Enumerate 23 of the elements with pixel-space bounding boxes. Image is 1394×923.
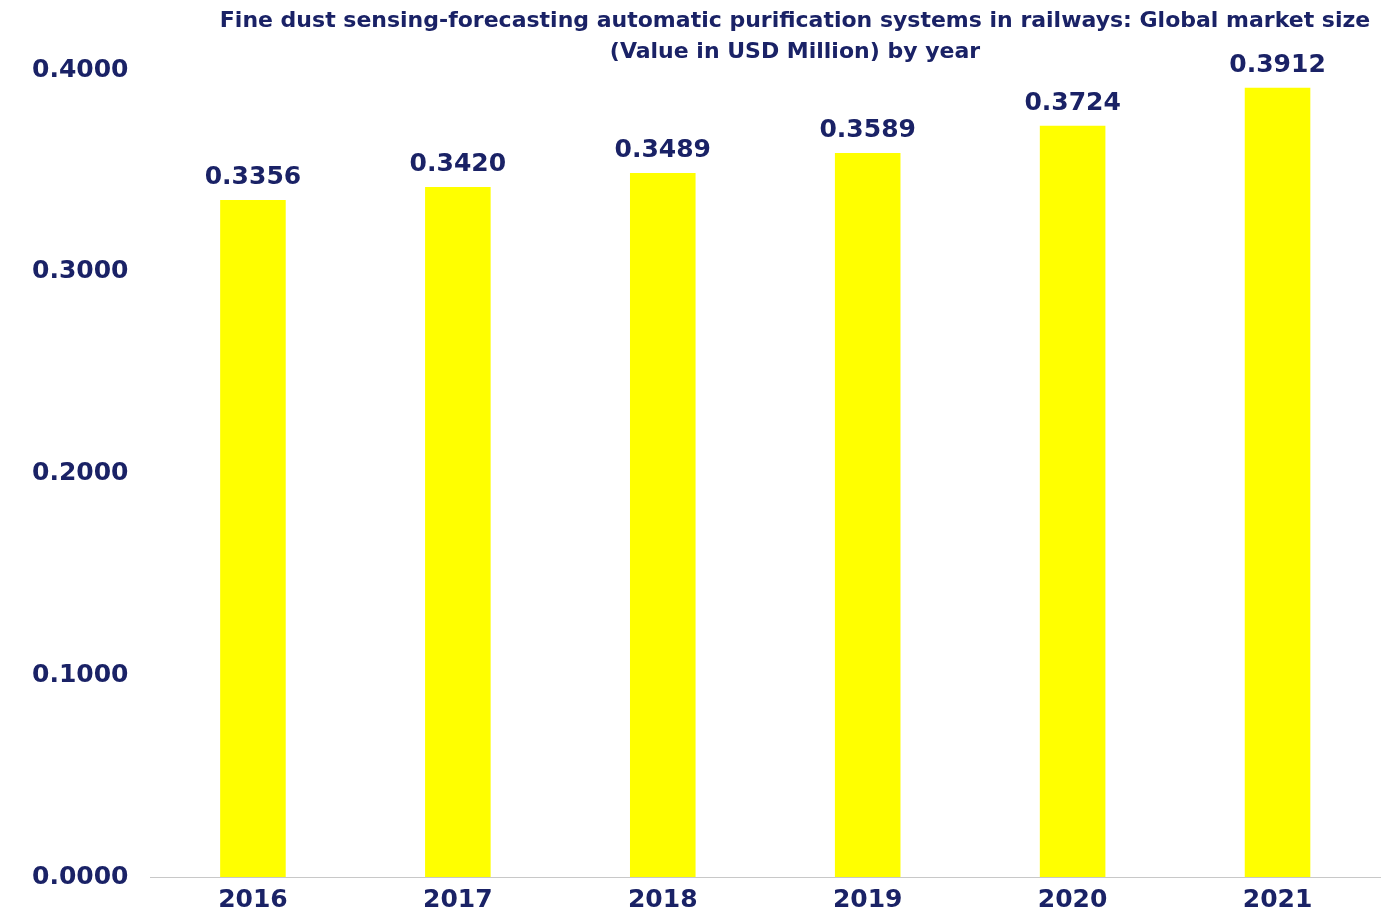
data-label: 0.3724 <box>1024 86 1121 116</box>
y-tick-label: 0.0000 <box>31 860 129 890</box>
x-tick-label: 2021 <box>1242 883 1313 913</box>
bar <box>425 187 491 877</box>
y-tick-label: 0.2000 <box>31 457 129 486</box>
x-tick-label: 2020 <box>1037 883 1108 913</box>
bar <box>629 173 696 877</box>
bar <box>1039 125 1106 877</box>
data-label: 0.3589 <box>819 113 916 143</box>
data-label: 0.3420 <box>409 148 507 178</box>
x-tick-label: 2017 <box>423 883 493 913</box>
bar <box>834 152 901 877</box>
x-tick-label: 2016 <box>218 883 288 913</box>
y-tick-label: 0.3000 <box>31 255 129 285</box>
y-tick-label: 0.1000 <box>31 658 129 688</box>
bar <box>1244 87 1311 877</box>
data-label: 0.3912 <box>1229 48 1326 78</box>
data-label: 0.3356 <box>204 160 302 190</box>
x-tick-label: 2018 <box>627 883 698 913</box>
y-tick-label: 0.4000 <box>31 53 129 83</box>
data-label: 0.3489 <box>614 134 712 164</box>
x-tick-label: 2019 <box>832 883 903 913</box>
bar <box>220 199 286 877</box>
